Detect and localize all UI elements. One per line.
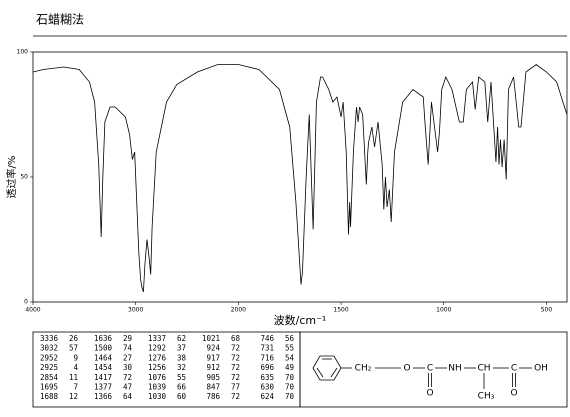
peak-transmittance: 72 bbox=[123, 373, 132, 382]
peak-wavenumber: 1039 bbox=[148, 383, 166, 392]
peak-transmittance: 68 bbox=[231, 334, 241, 343]
peak-transmittance: 11 bbox=[69, 373, 78, 382]
structure-label: O bbox=[426, 389, 433, 399]
peak-transmittance: 30 bbox=[123, 363, 133, 372]
y-tick-label: 50 bbox=[20, 174, 28, 181]
structure-label: O bbox=[510, 389, 517, 399]
peak-transmittance: 37 bbox=[177, 344, 186, 353]
peak-wavenumber: 786 bbox=[206, 392, 220, 401]
peak-transmittance: 72 bbox=[231, 373, 240, 382]
peak-transmittance: 54 bbox=[285, 353, 295, 362]
peak-transmittance: 70 bbox=[285, 383, 295, 392]
x-tick-label: 500 bbox=[541, 307, 553, 314]
peak-transmittance: 55 bbox=[177, 373, 186, 382]
peak-wavenumber: 1337 bbox=[148, 334, 166, 343]
peak-transmittance: 38 bbox=[177, 353, 187, 362]
peak-wavenumber: 1292 bbox=[148, 344, 166, 353]
peak-wavenumber: 847 bbox=[206, 383, 220, 392]
peak-transmittance: 7 bbox=[73, 383, 78, 392]
title: 石蜡糊法 bbox=[36, 12, 84, 27]
structure-bonds bbox=[312, 355, 532, 389]
y-tick-label: 0 bbox=[24, 299, 28, 306]
peak-wavenumber: 3032 bbox=[40, 344, 58, 353]
peak-transmittance: 12 bbox=[69, 392, 78, 401]
spectrum bbox=[32, 64, 568, 293]
peak-transmittance: 74 bbox=[123, 344, 133, 353]
structure-frame bbox=[299, 331, 568, 408]
peak-wavenumber: 746 bbox=[260, 334, 274, 343]
structure-label: CH₂ bbox=[355, 364, 372, 374]
structure-label: CH₃ bbox=[478, 392, 495, 402]
peak-wavenumber: 624 bbox=[260, 392, 274, 401]
peak-transmittance: 47 bbox=[123, 383, 132, 392]
peak-wavenumber: 2925 bbox=[40, 363, 58, 372]
peak-wavenumber: 1366 bbox=[94, 392, 113, 401]
peak-wavenumber: 924 bbox=[206, 344, 220, 353]
peak-transmittance: 72 bbox=[231, 344, 240, 353]
peak-wavenumber: 696 bbox=[260, 363, 274, 372]
peak-transmittance: 4 bbox=[73, 363, 78, 372]
peak-wavenumber: 630 bbox=[260, 383, 274, 392]
peak-wavenumber: 1636 bbox=[94, 334, 113, 343]
x-tick-label: 2000 bbox=[231, 307, 246, 314]
structure-label: C bbox=[511, 364, 517, 374]
peak-wavenumber: 716 bbox=[260, 353, 274, 362]
peak-transmittance: 55 bbox=[285, 344, 294, 353]
peak-transmittance: 64 bbox=[123, 392, 133, 401]
peak-wavenumber: 917 bbox=[206, 353, 220, 362]
structure-label: O bbox=[403, 364, 410, 374]
x-tick-label: 1000 bbox=[436, 307, 451, 314]
peak-wavenumber: 1021 bbox=[202, 334, 220, 343]
peak-transmittance: 9 bbox=[73, 353, 78, 362]
peak-transmittance: 72 bbox=[231, 363, 240, 372]
peak-wavenumber: 1030 bbox=[148, 392, 167, 401]
peak-wavenumber: 635 bbox=[260, 373, 274, 382]
x-tick-label: 4000 bbox=[25, 307, 40, 314]
peak-transmittance: 56 bbox=[285, 334, 295, 343]
peak-transmittance: 66 bbox=[177, 383, 187, 392]
peak-transmittance: 70 bbox=[285, 392, 295, 401]
x-axis-label: 波数/cm⁻¹ bbox=[274, 314, 327, 327]
peak-wavenumber: 3336 bbox=[40, 334, 59, 343]
peak-transmittance: 70 bbox=[285, 373, 295, 382]
peak-transmittance: 72 bbox=[231, 392, 240, 401]
peak-transmittance: 62 bbox=[177, 334, 186, 343]
peak-wavenumber: 1276 bbox=[148, 353, 167, 362]
peak-wavenumber: 1417 bbox=[94, 373, 112, 382]
y-axis-label: 透过率/% bbox=[5, 156, 18, 199]
peak-wavenumber: 1464 bbox=[94, 353, 113, 362]
peak-wavenumber: 1256 bbox=[148, 363, 167, 372]
structure-label: NH bbox=[448, 364, 462, 374]
peak-wavenumber: 2854 bbox=[40, 373, 59, 382]
structure-label: C bbox=[427, 364, 433, 374]
peak-transmittance: 26 bbox=[69, 334, 79, 343]
peak-wavenumber: 1076 bbox=[148, 373, 167, 382]
peak-wavenumber: 1688 bbox=[40, 392, 59, 401]
peak-transmittance: 49 bbox=[285, 363, 294, 372]
peak-wavenumber: 731 bbox=[260, 344, 274, 353]
peak-wavenumber: 1695 bbox=[40, 383, 58, 392]
y-tick-label: 100 bbox=[17, 49, 29, 56]
peak-transmittance: 29 bbox=[123, 334, 132, 343]
peak-wavenumber: 1500 bbox=[94, 344, 113, 353]
structure-label: CH bbox=[477, 364, 490, 374]
peak-wavenumber: 912 bbox=[206, 363, 220, 372]
structure-label: OH bbox=[534, 364, 548, 374]
peak-wavenumber: 1377 bbox=[94, 383, 112, 392]
peak-wavenumber: 1454 bbox=[94, 363, 113, 372]
peak-transmittance: 77 bbox=[231, 383, 240, 392]
peak-transmittance: 60 bbox=[177, 392, 187, 401]
x-tick-label: 1500 bbox=[333, 307, 348, 314]
peak-transmittance: 32 bbox=[177, 363, 186, 372]
peak-transmittance: 57 bbox=[69, 344, 78, 353]
x-tick-label: 3000 bbox=[128, 307, 143, 314]
peak-transmittance: 27 bbox=[123, 353, 132, 362]
peak-wavenumber: 2952 bbox=[40, 353, 58, 362]
peak-wavenumber: 905 bbox=[206, 373, 220, 382]
peak-transmittance: 72 bbox=[231, 353, 240, 362]
